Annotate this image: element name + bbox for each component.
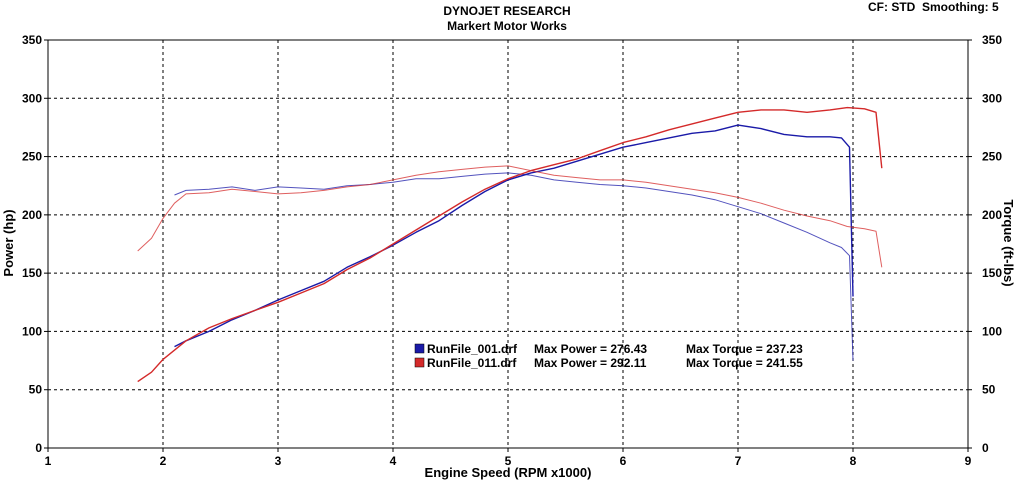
y-left-tick-label: 0 xyxy=(35,441,42,455)
x-tick-label: 5 xyxy=(505,454,512,468)
y-right-tick-label: 0 xyxy=(982,441,989,455)
y-left-tick-label: 350 xyxy=(22,33,42,47)
legend-swatch-run-011 xyxy=(414,357,425,368)
y-right-tick-label: 350 xyxy=(982,33,1002,47)
y-right-tick-label: 200 xyxy=(982,208,1002,222)
y-right-tick-label: 300 xyxy=(982,91,1002,105)
legend: RunFile_001.drf Max Power = 276.43 Max T… xyxy=(414,342,803,370)
correction-factor-label: CF: STD xyxy=(868,0,916,14)
y-right-tick-label: 150 xyxy=(982,266,1002,280)
y-axis-left-label: Power (hp) xyxy=(1,209,16,276)
series-line-run-011-torque xyxy=(137,165,883,268)
y-right-tick-label: 100 xyxy=(982,324,1002,338)
y-left-tick-label: 100 xyxy=(22,324,42,338)
x-axis-label: Engine Speed (RPM x1000) xyxy=(425,465,592,480)
legend-power-run-011: Max Power = 292.11 xyxy=(534,356,647,370)
x-tick-label: 9 xyxy=(965,454,972,468)
plot-grid xyxy=(48,40,968,448)
x-tick-label: 2 xyxy=(160,454,167,468)
series-line-run-001-power xyxy=(174,124,854,348)
y-axis-right-label: Torque (ft-lbs) xyxy=(1001,199,1016,286)
x-tick-label: 3 xyxy=(275,454,282,468)
y-left-tick-label: 300 xyxy=(22,91,42,105)
chart-title: DYNOJET RESEARCH xyxy=(443,4,570,18)
x-tick-label: 4 xyxy=(390,454,397,468)
legend-torque-run-011: Max Torque = 241.55 xyxy=(686,356,803,370)
x-tick-label: 7 xyxy=(735,454,742,468)
y-left-tick-label: 250 xyxy=(22,150,42,164)
y-left-tick-label: 150 xyxy=(22,266,42,280)
smoothing-label: Smoothing: 5 xyxy=(922,0,999,14)
y-left-tick-label: 200 xyxy=(22,208,42,222)
legend-file-run-011: RunFile_011.drf xyxy=(427,356,517,370)
legend-file-run-001: RunFile_001.drf xyxy=(427,342,518,356)
chart-subtitle: Markert Motor Works xyxy=(447,19,567,33)
series-group xyxy=(137,106,883,383)
y-right-tick-label: 50 xyxy=(982,383,996,397)
x-tick-label: 8 xyxy=(850,454,857,468)
series-line-run-001-torque xyxy=(174,172,854,361)
legend-swatch-run-001 xyxy=(414,343,425,354)
y-right-tick-label: 250 xyxy=(982,150,1002,164)
y-left-tick-label: 50 xyxy=(29,383,43,397)
x-tick-label: 1 xyxy=(45,454,52,468)
legend-power-run-001: Max Power = 276.43 xyxy=(534,342,647,356)
series-line-run-011-power xyxy=(137,106,883,383)
x-tick-label: 6 xyxy=(620,454,627,468)
legend-torque-run-001: Max Torque = 237.23 xyxy=(686,342,803,356)
